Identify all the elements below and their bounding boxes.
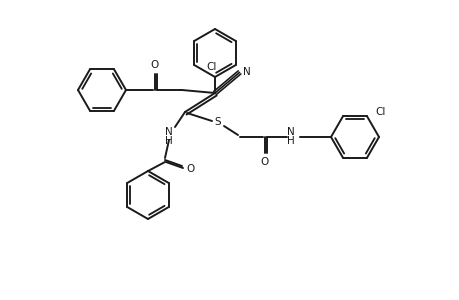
Text: S: S	[214, 117, 221, 127]
Text: Cl: Cl	[206, 62, 216, 72]
Text: O: O	[186, 164, 195, 174]
Text: H: H	[286, 136, 294, 146]
Text: N: N	[165, 127, 173, 137]
Text: Cl: Cl	[375, 107, 386, 117]
Text: H: H	[165, 136, 173, 146]
Text: O: O	[260, 157, 269, 167]
Text: N: N	[242, 68, 250, 77]
Text: N: N	[286, 127, 294, 137]
Text: O: O	[151, 60, 159, 70]
